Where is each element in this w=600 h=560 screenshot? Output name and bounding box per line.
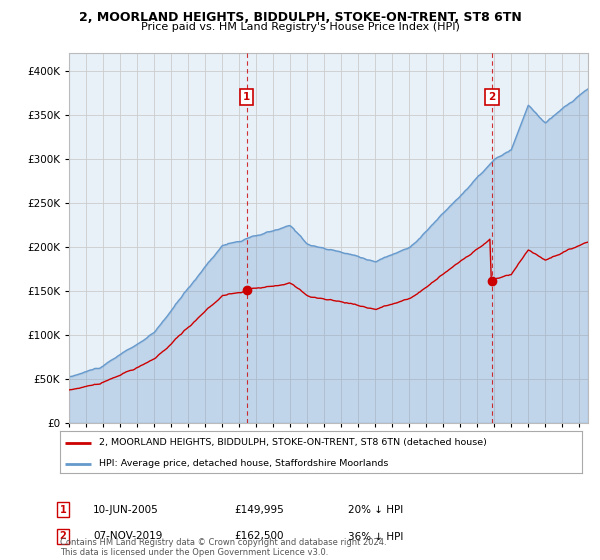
Text: HPI: Average price, detached house, Staffordshire Moorlands: HPI: Average price, detached house, Staf… bbox=[99, 459, 389, 469]
Text: 10-JUN-2005: 10-JUN-2005 bbox=[93, 505, 159, 515]
Text: 36% ↓ HPI: 36% ↓ HPI bbox=[348, 531, 403, 542]
Text: 2, MOORLAND HEIGHTS, BIDDULPH, STOKE-ON-TRENT, ST8 6TN (detached house): 2, MOORLAND HEIGHTS, BIDDULPH, STOKE-ON-… bbox=[99, 438, 487, 447]
Text: 2, MOORLAND HEIGHTS, BIDDULPH, STOKE-ON-TRENT, ST8 6TN: 2, MOORLAND HEIGHTS, BIDDULPH, STOKE-ON-… bbox=[79, 11, 521, 24]
Text: 07-NOV-2019: 07-NOV-2019 bbox=[93, 531, 163, 542]
Text: 2: 2 bbox=[488, 92, 496, 102]
Text: 1: 1 bbox=[243, 92, 250, 102]
Text: 1: 1 bbox=[59, 505, 67, 515]
Text: £162,500: £162,500 bbox=[234, 531, 284, 542]
Text: 20% ↓ HPI: 20% ↓ HPI bbox=[348, 505, 403, 515]
Text: Contains HM Land Registry data © Crown copyright and database right 2024.
This d: Contains HM Land Registry data © Crown c… bbox=[60, 538, 386, 557]
Text: 2: 2 bbox=[59, 531, 67, 542]
Text: Price paid vs. HM Land Registry's House Price Index (HPI): Price paid vs. HM Land Registry's House … bbox=[140, 22, 460, 32]
Text: £149,995: £149,995 bbox=[234, 505, 284, 515]
